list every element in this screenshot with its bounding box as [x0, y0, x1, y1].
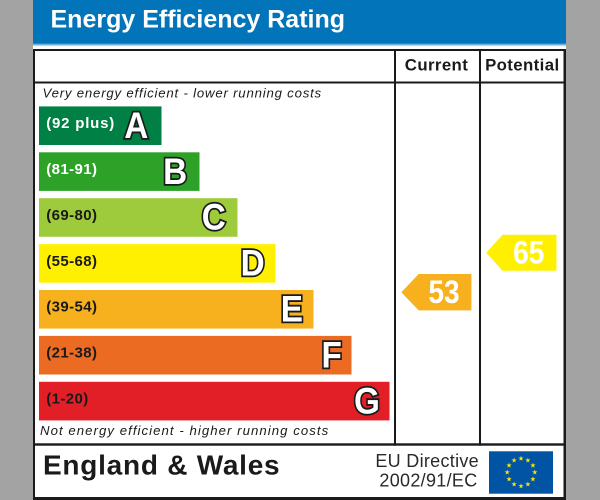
svg-text:(55-68): (55-68) [46, 253, 97, 270]
svg-text:(21-38): (21-38) [46, 345, 97, 362]
svg-text:D: D [241, 243, 265, 284]
svg-text:E: E [281, 289, 303, 330]
svg-text:F: F [321, 334, 341, 375]
svg-text:65: 65 [513, 236, 544, 271]
svg-text:(81-91): (81-91) [46, 161, 97, 178]
svg-text:EU Directive: EU Directive [375, 451, 479, 471]
svg-text:Not energy efficient - higher: Not energy efficient - higher running co… [40, 423, 329, 438]
svg-text:53: 53 [428, 275, 459, 310]
svg-text:B: B [163, 151, 187, 192]
svg-text:Potential: Potential [485, 56, 559, 75]
svg-text:(1-20): (1-20) [46, 391, 88, 408]
svg-text:Energy Efficiency Rating: Energy Efficiency Rating [51, 6, 346, 34]
svg-text:Current: Current [405, 56, 468, 75]
svg-text:England & Wales: England & Wales [43, 450, 280, 481]
svg-text:(39-54): (39-54) [46, 299, 97, 316]
svg-text:C: C [202, 197, 226, 238]
svg-text:(92 plus): (92 plus) [46, 115, 115, 132]
svg-text:(69-80): (69-80) [46, 207, 97, 224]
svg-text:G: G [354, 380, 380, 421]
svg-text:A: A [124, 105, 148, 146]
svg-text:Very energy efficient - lower: Very energy efficient - lower running co… [43, 86, 322, 101]
svg-text:2002/91/EC: 2002/91/EC [379, 471, 477, 491]
